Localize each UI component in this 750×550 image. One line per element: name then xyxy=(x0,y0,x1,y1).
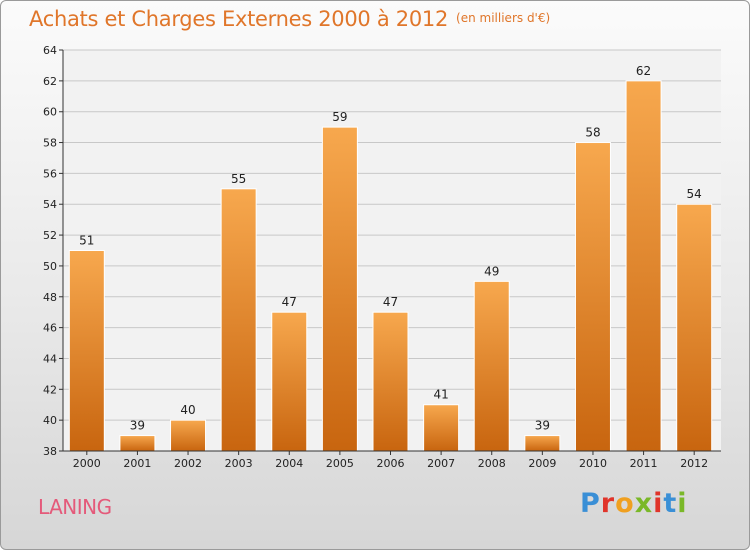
bar-2010 xyxy=(574,142,611,452)
value-label-2002: 40 xyxy=(180,403,195,417)
logo-letter: o xyxy=(615,488,635,519)
value-label-2008: 49 xyxy=(484,264,499,278)
y-tick-label: 44 xyxy=(43,352,57,365)
bar-2011 xyxy=(625,80,662,452)
x-tick-label-2010: 2010 xyxy=(579,457,607,470)
bar-2000 xyxy=(68,250,105,452)
proxiti-logo[interactable]: Proxiti xyxy=(580,488,688,519)
bar-2009 xyxy=(524,435,561,452)
value-label-2005: 59 xyxy=(332,110,347,124)
x-tick-label-2006: 2006 xyxy=(377,457,405,470)
logo-letter: i xyxy=(677,488,688,519)
bar-2007 xyxy=(423,404,460,452)
x-tick-label-2005: 2005 xyxy=(326,457,354,470)
value-label-2010: 58 xyxy=(585,126,600,140)
bar-2008 xyxy=(473,280,510,452)
y-tick-label: 54 xyxy=(43,198,57,211)
value-label-2007: 41 xyxy=(433,388,448,402)
value-label-2001: 39 xyxy=(130,419,145,433)
bar-2006 xyxy=(372,311,409,452)
chart-unit: (en milliers d'€) xyxy=(456,11,551,25)
y-tick-label: 64 xyxy=(43,44,57,57)
x-tick-label-2004: 2004 xyxy=(275,457,303,470)
y-tick-label: 56 xyxy=(43,167,57,180)
bar-2012 xyxy=(676,203,713,452)
bars xyxy=(68,80,713,452)
y-tick-label: 58 xyxy=(43,137,57,150)
value-label-2004: 47 xyxy=(282,295,297,309)
y-tick-label: 52 xyxy=(43,229,57,242)
x-tick-label-2007: 2007 xyxy=(427,457,455,470)
x-tick-label-2001: 2001 xyxy=(123,457,151,470)
logo-letter: x xyxy=(634,488,654,519)
bar-2002 xyxy=(170,419,207,452)
x-tick-label-2008: 2008 xyxy=(478,457,506,470)
value-label-2000: 51 xyxy=(79,234,94,248)
bar-2004 xyxy=(271,311,308,452)
logo-letter: r xyxy=(600,488,616,519)
y-tick-label: 46 xyxy=(43,322,57,335)
bar-2005 xyxy=(321,126,358,452)
bar-2001 xyxy=(119,435,156,452)
chart-title-text: Achats et Charges Externes 2000 à 2012 xyxy=(29,7,449,31)
value-label-2011: 62 xyxy=(636,64,651,78)
chart-title: Achats et Charges Externes 2000 à 2012 (e… xyxy=(29,7,550,31)
y-tick-label: 48 xyxy=(43,291,57,304)
y-tick-label: 62 xyxy=(43,75,57,88)
x-tick-label-2009: 2009 xyxy=(528,457,556,470)
x-tick-label-2003: 2003 xyxy=(225,457,253,470)
x-tick-label-2011: 2011 xyxy=(630,457,658,470)
x-tick-label-2000: 2000 xyxy=(73,457,101,470)
x-tick-label-2012: 2012 xyxy=(680,457,708,470)
logo-letter: P xyxy=(580,488,601,519)
value-label-2009: 39 xyxy=(535,419,550,433)
y-tick-label: 60 xyxy=(43,106,57,119)
x-tick-label-2002: 2002 xyxy=(174,457,202,470)
y-tick-label: 38 xyxy=(43,445,57,458)
value-labels: 51 39 40 55 47 59 47 41 49 39 58 62 54 xyxy=(79,64,702,433)
y-tick-label: 42 xyxy=(43,383,57,396)
bar-2003 xyxy=(220,188,257,452)
value-label-2003: 55 xyxy=(231,172,246,186)
y-tick-label: 40 xyxy=(43,414,57,427)
value-label-2012: 54 xyxy=(687,187,702,201)
y-tick-label: 50 xyxy=(43,260,57,273)
logo-letter: t xyxy=(663,488,678,519)
x-axis: 2000 2001 2002 2003 2004 2005 2006 2007 2008 2009… xyxy=(63,450,721,470)
logo-letter: i xyxy=(653,488,664,519)
y-axis: 38 40 42 44 46 48 50 52 54 56 58 60 62 64 xyxy=(43,44,64,458)
commune-name: LANING xyxy=(38,495,112,519)
value-label-2006: 47 xyxy=(383,295,398,309)
